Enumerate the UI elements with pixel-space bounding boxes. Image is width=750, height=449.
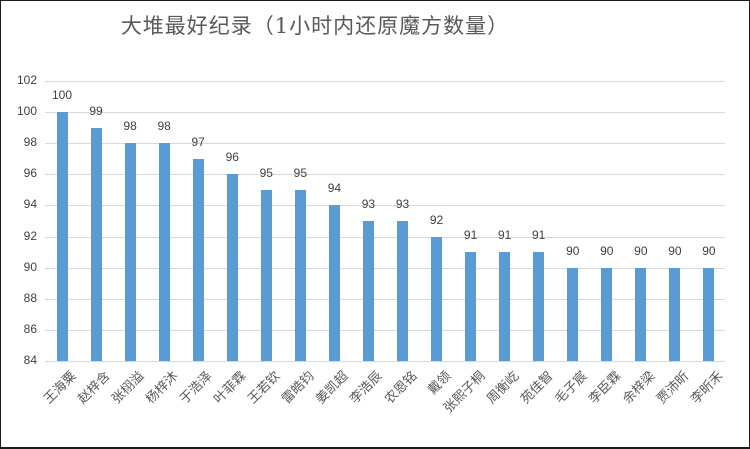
x-category-label: 余梓梁 xyxy=(620,368,659,408)
y-tick-label: 100 xyxy=(16,104,37,118)
gridline xyxy=(45,361,725,362)
data-label: 93 xyxy=(361,197,376,211)
data-label: 90 xyxy=(668,243,682,258)
bar xyxy=(635,267,647,361)
x-category-label: 毛子宸 xyxy=(552,368,591,408)
data-label: 99 xyxy=(89,103,103,118)
bar xyxy=(601,267,613,361)
bar xyxy=(294,189,306,361)
y-tick-label: 102 xyxy=(16,73,37,87)
x-category-label: 赵梓含 xyxy=(75,368,114,408)
y-tick-label: 92 xyxy=(23,229,37,243)
gridline xyxy=(45,237,725,238)
y-tick-label: 90 xyxy=(23,260,37,274)
bar xyxy=(90,127,102,361)
data-label: 91 xyxy=(497,228,512,243)
bar xyxy=(431,236,443,361)
gridline xyxy=(45,143,725,144)
x-category-label: 李浩辰 xyxy=(347,368,386,408)
y-tick-label: 96 xyxy=(23,166,37,180)
x-category-label: 姜凯超 xyxy=(313,368,352,408)
x-category-label: 杨梓沐 xyxy=(143,368,182,408)
bar xyxy=(703,267,715,361)
data-label: 92 xyxy=(429,212,444,227)
x-category-label: 贾沛昕 xyxy=(654,368,693,408)
data-label: 91 xyxy=(463,228,478,243)
data-label: 95 xyxy=(293,165,308,180)
bar xyxy=(192,158,204,361)
bar xyxy=(362,221,374,361)
data-label: 91 xyxy=(532,228,546,243)
y-tick-label: 94 xyxy=(23,197,37,211)
data-label: 90 xyxy=(566,243,580,258)
x-category-label: 李昕禾 xyxy=(688,368,727,408)
data-label: 100 xyxy=(51,88,73,103)
bar xyxy=(669,267,681,361)
data-label: 98 xyxy=(157,119,171,134)
gridline xyxy=(45,81,725,82)
data-label: 90 xyxy=(702,243,716,258)
gridline xyxy=(45,299,725,300)
gridline xyxy=(45,205,725,206)
x-category-label: 于浩泽 xyxy=(177,368,216,408)
x-category-label: 农恩铭 xyxy=(381,368,420,408)
x-category-label: 张栩溢 xyxy=(109,368,148,408)
data-label: 97 xyxy=(191,134,205,149)
bar xyxy=(226,174,238,361)
gridline xyxy=(45,268,725,269)
bar xyxy=(533,252,545,361)
x-category-label: 叶菲霖 xyxy=(211,368,250,408)
x-category-label: 苑佳智 xyxy=(517,368,557,408)
y-tick-label: 88 xyxy=(23,291,37,305)
x-category-label: 雷皓钧 xyxy=(279,368,318,408)
bar xyxy=(567,267,579,361)
gridline xyxy=(45,174,725,175)
x-category-label: 周衡屹 xyxy=(483,368,523,408)
chart-title: 大堆最好纪录（1小时内还原魔方数量） xyxy=(120,14,510,38)
y-tick-label: 86 xyxy=(23,322,37,336)
data-label: 90 xyxy=(634,243,648,258)
bar xyxy=(465,252,477,361)
bar xyxy=(397,221,408,361)
y-tick-label: 84 xyxy=(23,353,37,367)
data-label: 98 xyxy=(123,119,137,134)
bar xyxy=(499,252,511,361)
bar xyxy=(124,143,136,361)
x-category-label: 王若钦 xyxy=(245,368,284,408)
bar xyxy=(158,143,170,361)
bar xyxy=(328,205,340,361)
x-category-label: 王海粟 xyxy=(41,368,80,408)
data-label: 94 xyxy=(327,181,342,196)
bar xyxy=(56,112,68,361)
gridline xyxy=(45,112,725,113)
x-category-label: 李臣霖 xyxy=(586,368,625,408)
bar xyxy=(260,189,272,361)
y-tick-label: 98 xyxy=(23,135,37,149)
data-label: 93 xyxy=(395,197,410,211)
data-label: 95 xyxy=(259,165,273,180)
data-label: 96 xyxy=(225,150,239,165)
data-label: 90 xyxy=(600,243,614,258)
gridline xyxy=(45,330,725,331)
